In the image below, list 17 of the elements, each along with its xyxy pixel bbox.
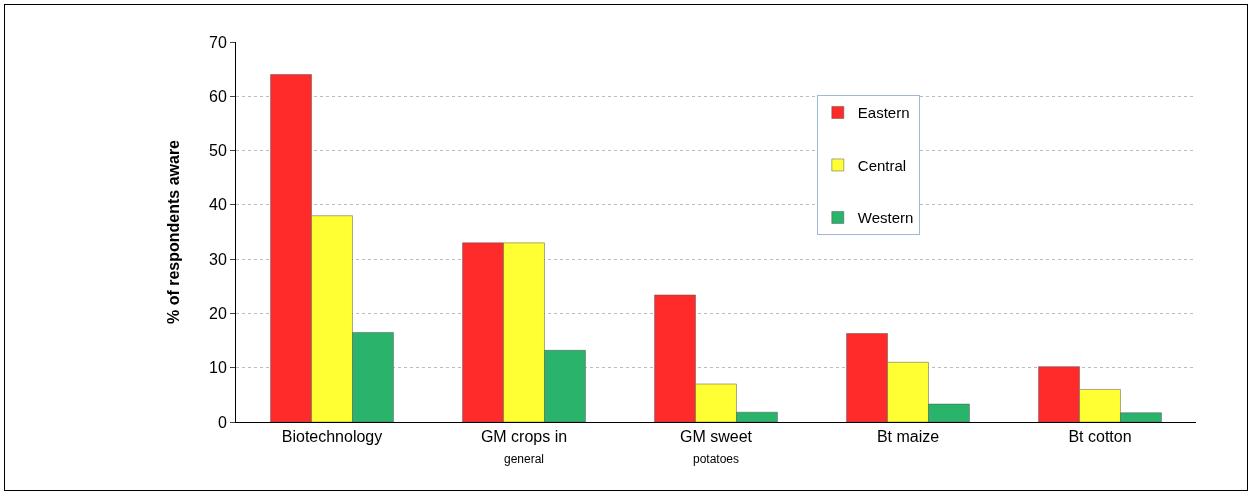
y-tick-label: 70 (209, 33, 227, 51)
y-tick-label: 40 (209, 196, 227, 214)
y-tick-label: 30 (209, 250, 227, 268)
x-tick-label: GM crops in general (480, 428, 568, 466)
y-tick-label: 10 (209, 359, 227, 377)
y-axis-title: % of respondents aware (164, 139, 182, 325)
legend-label: Eastern (857, 104, 910, 122)
legend-label: Western (857, 209, 914, 227)
x-tick-label: Bt cotton (1068, 428, 1132, 446)
legend-label: Central (857, 156, 907, 174)
x-tick-label: GM sweet potatoes (679, 428, 753, 466)
y-tick-label: 50 (209, 142, 227, 160)
x-tick-label: Biotechnology (281, 428, 383, 446)
x-tick-label: Bt maize (876, 428, 940, 446)
y-tick-label: 0 (217, 413, 227, 431)
y-tick-label: 60 (209, 87, 227, 105)
y-tick-label: 20 (209, 305, 227, 323)
